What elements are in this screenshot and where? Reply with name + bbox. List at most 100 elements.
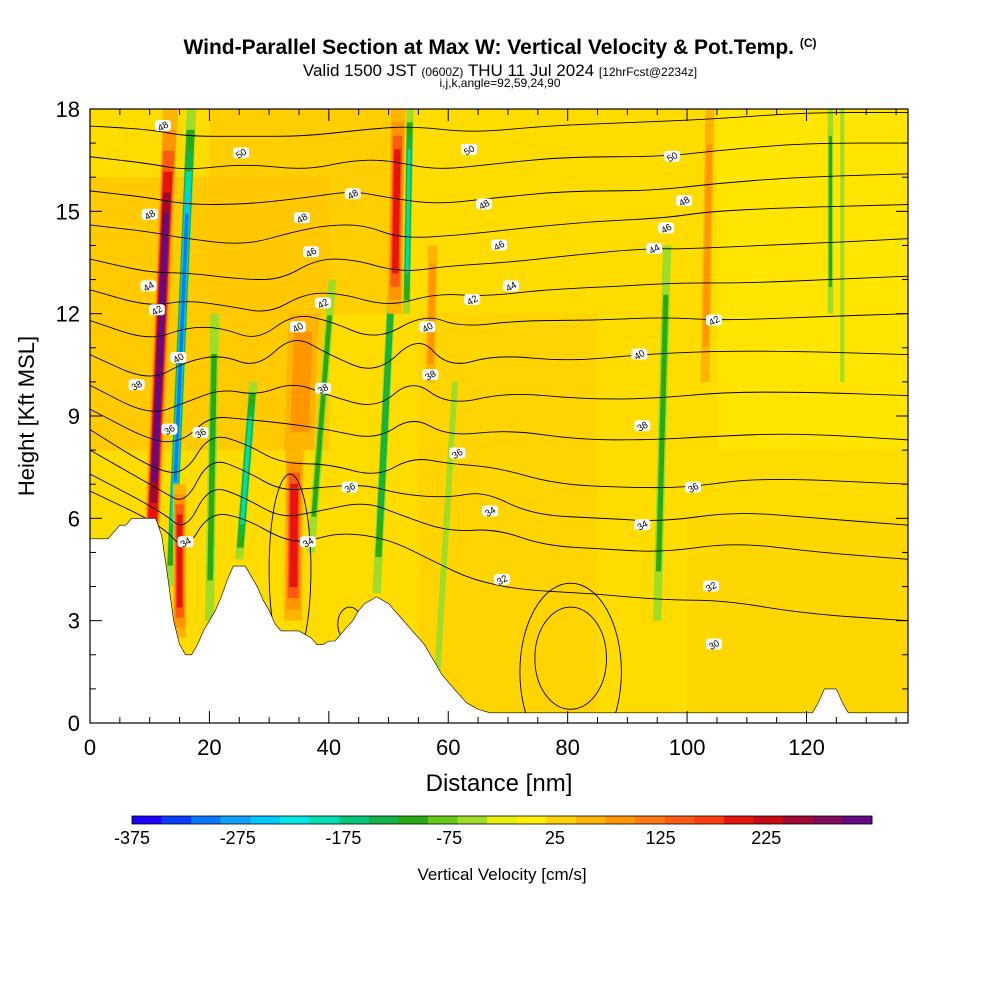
theta-label-bg: [676, 195, 693, 207]
copyright-mark: (C): [799, 36, 817, 50]
valid-date: THU 11 Jul 2024: [467, 61, 595, 80]
velocity-band: [290, 331, 313, 433]
theta-label: 46: [302, 246, 319, 261]
theta-contour: [90, 173, 908, 205]
theta-label-bg: [482, 505, 499, 517]
velocity-band: [655, 294, 669, 572]
colorbar-swatch: [546, 816, 577, 824]
colorbar-swatch: [398, 816, 429, 824]
theta-label-bg: [664, 150, 681, 162]
theta-label-bg: [289, 321, 306, 333]
colorbar: -375 -275 -175 -75 25 125 225 Vertical Velocity…: [114, 815, 873, 884]
y-tick-label: 15: [56, 199, 80, 224]
theta-label: 40: [631, 348, 648, 363]
theta-label-bg: [314, 297, 331, 309]
colorbar-swatch: [339, 816, 370, 824]
theta-label: 42: [705, 314, 722, 329]
colorbar-swatch: [368, 816, 399, 824]
theta-contour: [90, 204, 908, 244]
theta-label-text: 48: [143, 208, 158, 223]
theta-label-bg: [170, 352, 187, 364]
colorbar-swatch: [724, 816, 754, 824]
terrain: [89, 518, 909, 724]
theta-label: 38: [128, 379, 145, 394]
theta-label-bg: [299, 536, 316, 548]
colorbar-swatch: [783, 816, 814, 824]
theta-label-bg: [502, 280, 519, 292]
colorbar-swatch: [487, 816, 518, 824]
theta-label-bg: [344, 188, 361, 200]
x-tick-label: 80: [555, 735, 579, 760]
grid-params: i,j,k,angle=92,59,24,90: [439, 76, 561, 90]
theta-label-text: 34: [301, 536, 316, 551]
theta-label: 48: [344, 188, 361, 203]
valid-time: Valid 1500 JST: [302, 61, 417, 80]
y-tick-label: 9: [68, 404, 80, 429]
theta-label-text: 40: [172, 351, 187, 366]
y-tick-label: 0: [68, 711, 80, 736]
theta-label: 36: [685, 481, 702, 496]
theta-label-bg: [148, 304, 165, 316]
theta-label: 50: [461, 143, 478, 158]
theta-label-bg: [141, 208, 158, 220]
theta-label-bg: [314, 382, 331, 394]
theta-label-text: 48: [156, 120, 171, 135]
velocity-band: [840, 109, 845, 382]
theta-label-text: 38: [130, 379, 145, 394]
theta-label-text: 42: [316, 297, 331, 312]
theta-label-text: 50: [665, 150, 680, 165]
theta-label-bg: [476, 198, 493, 210]
theta-label-text: 40: [632, 348, 647, 363]
colorbar-swatch: [516, 816, 547, 824]
theta-label-bg: [422, 369, 439, 381]
theta-label: 48: [476, 198, 493, 213]
theta-label-bg: [293, 212, 310, 224]
theta-label: 44: [140, 280, 157, 295]
colorbar-swatch: [664, 816, 695, 824]
theta-contour: [90, 449, 908, 526]
theta-label-bg: [685, 481, 702, 493]
colorbar-tick-label: 25: [545, 828, 565, 848]
theta-contour: [90, 490, 908, 622]
theta-label-text: 36: [450, 447, 465, 462]
theta-label: 50: [664, 150, 681, 165]
theta-contour: [90, 313, 908, 338]
theta-closed-contour: [519, 582, 622, 723]
theta-label-text: 44: [504, 280, 519, 295]
theta-label: 32: [493, 573, 510, 588]
colorbar-swatch: [842, 816, 873, 824]
theta-label-text: 36: [194, 427, 209, 442]
theta-label: 46: [491, 239, 507, 254]
theta-contour: [90, 340, 908, 377]
theta-label-text: 36: [686, 481, 701, 496]
x-tick-label: 120: [788, 735, 825, 760]
theta-label-text: 38: [424, 369, 439, 384]
velocity-band: [828, 135, 833, 287]
terrain-mask: [89, 518, 909, 724]
theta-label: 38: [314, 382, 331, 397]
theta-contour: [90, 429, 908, 489]
theta-closed-contour: [534, 606, 607, 710]
theta-label-bg: [128, 379, 145, 391]
theta-contour: [90, 111, 908, 137]
theta-label-text: 34: [179, 536, 194, 551]
theta-label: 42: [148, 304, 165, 319]
colorbar-tick-label: -375: [114, 828, 150, 848]
colorbar-swatch: [428, 816, 458, 824]
colorbar-swatch: [635, 816, 666, 824]
theta-label: 42: [464, 293, 481, 308]
theta-label-bg: [493, 573, 510, 585]
colorbar-swatch: [694, 816, 725, 824]
colorbar-swatch: [605, 816, 636, 824]
theta-contour: [90, 275, 908, 312]
velocity-band: [176, 514, 183, 608]
colorbar-swatch: [161, 816, 192, 824]
theta-label: 38: [422, 369, 439, 384]
theta-contour: [90, 473, 908, 560]
theta-label-text: 38: [316, 382, 331, 397]
y-axis-label: Height [Kft MSL]: [14, 336, 39, 496]
velocity-band: [289, 483, 299, 588]
velocity-band: [702, 144, 712, 347]
